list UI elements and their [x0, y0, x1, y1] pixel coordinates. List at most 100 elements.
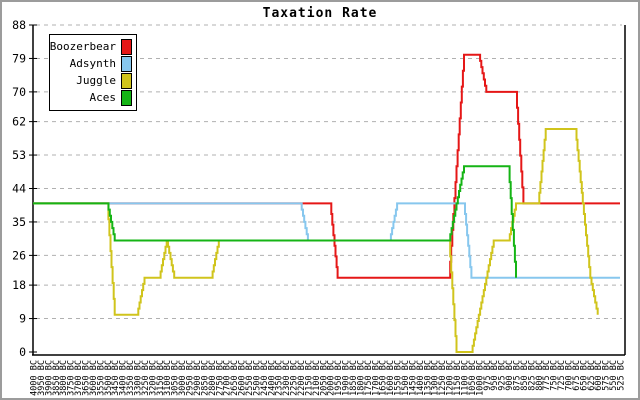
x-tick-label: 1050 BC	[468, 360, 478, 396]
x-tick-label: 825 BC	[527, 360, 537, 391]
x-tick-label: 550 BC	[609, 360, 619, 391]
x-tick-label: 700 BC	[564, 360, 574, 391]
x-tick-label: 925 BC	[498, 360, 508, 391]
legend-swatch-icon	[121, 89, 132, 106]
x-tick-label: 1500 BC	[401, 360, 411, 396]
x-tick-label: 1300 BC	[431, 360, 441, 396]
x-tick-label: 1900 BC	[342, 360, 352, 396]
y-tick-label: 53	[12, 148, 26, 162]
x-tick-label: 2150 BC	[304, 360, 314, 396]
y-tick-label: 70	[12, 85, 26, 99]
y-tick-label: 9	[19, 312, 26, 326]
legend-item: Juggle	[50, 72, 136, 89]
x-tick-label: 850 BC	[520, 360, 530, 391]
y-tick-label: 88	[12, 18, 26, 32]
x-tick-label: 3250 BC	[141, 360, 151, 396]
chart-title: Taxation Rate	[262, 6, 378, 21]
x-tick-label: 3600 BC	[89, 360, 99, 396]
x-tick-label: 3400 BC	[119, 360, 129, 396]
x-tick-label: 3800 BC	[59, 360, 69, 396]
x-tick-label: 3550 BC	[96, 360, 106, 396]
y-tick-label: 35	[12, 215, 26, 229]
x-tick-label: 1450 BC	[408, 360, 418, 396]
legend-swatch-icon	[121, 72, 132, 89]
x-tick-label: 1150 BC	[453, 360, 463, 396]
legend-item: Aces	[50, 89, 136, 106]
legend-swatch-icon	[121, 38, 132, 55]
x-tick-label: 2000 BC	[327, 360, 337, 396]
x-tick-label: 900 BC	[505, 360, 515, 391]
x-tick-label: 2800 BC	[208, 360, 218, 396]
x-tick-label: 3650 BC	[82, 360, 92, 396]
x-tick-label: 1600 BC	[386, 360, 396, 396]
x-tick-label: 575 BC	[602, 360, 612, 391]
x-tick-label: 1650 BC	[379, 360, 389, 396]
x-tick-label: 1700 BC	[371, 360, 381, 396]
x-tick-label: 3200 BC	[148, 360, 158, 396]
y-tick-label: 18	[12, 278, 26, 292]
x-tick-label: 975 BC	[483, 360, 493, 391]
x-tick-label: 2400 BC	[267, 360, 277, 396]
x-tick-label: 3300 BC	[134, 360, 144, 396]
x-tick-label: 950 BC	[490, 360, 500, 391]
x-tick-label: 600 BC	[594, 360, 604, 391]
x-tick-label: 1000 BC	[475, 360, 485, 396]
x-tick-label: 2050 BC	[319, 360, 329, 396]
x-tick-label: 2700 BC	[223, 360, 233, 396]
x-tick-label: 1850 BC	[349, 360, 359, 396]
x-tick-label: 2500 BC	[252, 360, 262, 396]
x-tick-label: 3950 BC	[37, 360, 47, 396]
legend-item: Adsynth	[50, 55, 136, 72]
x-tick-label: 675 BC	[572, 360, 582, 391]
x-tick-label: 800 BC	[535, 360, 545, 391]
x-tick-label: 1800 BC	[356, 360, 366, 396]
x-tick-label: 2600 BC	[238, 360, 248, 396]
x-tick-label: 1350 BC	[423, 360, 433, 396]
x-tick-label: 1950 BC	[334, 360, 344, 396]
x-tick-label: 1550 BC	[394, 360, 404, 396]
x-tick-label: 3350 BC	[126, 360, 136, 396]
x-tick-label: 875 BC	[512, 360, 522, 391]
x-tick-label: 3900 BC	[44, 360, 54, 396]
x-tick-label: 3150 BC	[156, 360, 166, 396]
x-tick-label: 2900 BC	[193, 360, 203, 396]
x-tick-label: 525 BC	[617, 360, 627, 391]
y-tick-label: 26	[12, 248, 26, 262]
x-tick-label: 1400 BC	[416, 360, 426, 396]
x-tick-label: 725 BC	[557, 360, 567, 391]
x-tick-label: 2450 BC	[260, 360, 270, 396]
legend-label: Boozerbear	[49, 40, 116, 53]
x-tick-label: 2250 BC	[290, 360, 300, 396]
x-tick-label: 2300 BC	[282, 360, 292, 396]
legend-label: Juggle	[76, 74, 116, 87]
x-tick-label: 775 BC	[542, 360, 552, 391]
x-tick-label: 3750 BC	[67, 360, 77, 396]
x-tick-label: 3100 BC	[163, 360, 173, 396]
x-tick-label: 2650 BC	[230, 360, 240, 396]
x-tick-label: 1250 BC	[438, 360, 448, 396]
x-tick-label: 3000 BC	[178, 360, 188, 396]
legend-swatch-icon	[121, 55, 132, 72]
y-tick-label: 44	[12, 182, 26, 196]
x-tick-label: 2350 BC	[275, 360, 285, 396]
x-tick-label: 2850 BC	[200, 360, 210, 396]
x-tick-label: 3850 BC	[52, 360, 62, 396]
y-tick-label: 79	[12, 51, 26, 65]
legend: Boozerbear Adsynth Juggle Aces	[49, 34, 137, 111]
x-tick-label: 3050 BC	[171, 360, 181, 396]
x-tick-label: 750 BC	[550, 360, 560, 391]
legend-label: Adsynth	[69, 57, 116, 70]
x-tick-label: 2950 BC	[186, 360, 196, 396]
x-tick-label: 2550 BC	[245, 360, 255, 396]
y-tick-label: 0	[19, 345, 26, 359]
x-tick-label: 2750 BC	[215, 360, 225, 396]
series-line-aces	[33, 165, 517, 278]
x-tick-label: 1200 BC	[446, 360, 456, 396]
x-tick-label: 2200 BC	[297, 360, 307, 396]
y-tick-label: 62	[12, 115, 26, 129]
x-tick-label: 3500 BC	[104, 360, 114, 396]
x-tick-label: 625 BC	[587, 360, 597, 391]
x-tick-label: 1750 BC	[364, 360, 374, 396]
legend-label: Aces	[89, 91, 117, 104]
